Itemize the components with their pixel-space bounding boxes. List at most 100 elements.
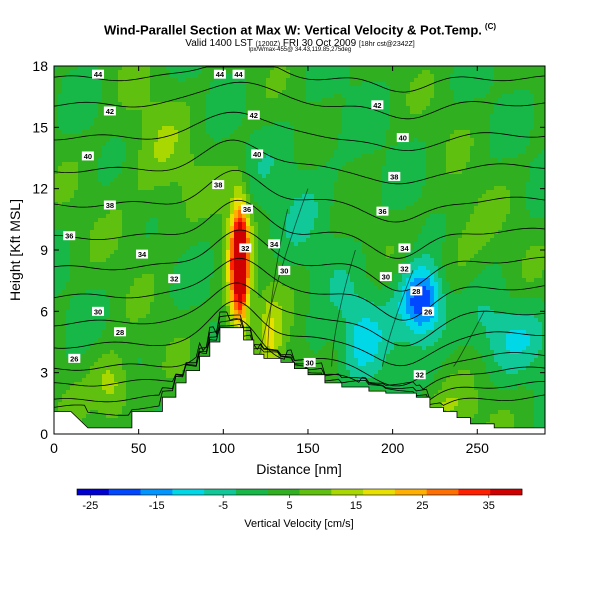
- w-cell: [54, 74, 59, 79]
- w-cell: [122, 202, 127, 207]
- w-cell: [58, 190, 63, 195]
- w-cell: [262, 202, 267, 207]
- w-cell: [142, 274, 147, 279]
- w-cell: [74, 326, 79, 331]
- w-cell: [58, 402, 63, 407]
- w-cell: [74, 122, 79, 127]
- w-cell: [174, 326, 179, 331]
- w-cell: [214, 302, 219, 307]
- w-cell: [158, 118, 163, 123]
- w-cell: [230, 134, 235, 139]
- w-cell: [102, 330, 107, 335]
- w-cell: [150, 142, 155, 147]
- w-cell: [258, 194, 263, 199]
- w-cell: [262, 130, 267, 135]
- w-cell: [138, 194, 143, 199]
- w-cell: [210, 158, 215, 163]
- w-cell: [146, 178, 151, 183]
- w-cell: [242, 146, 247, 151]
- w-cell: [190, 206, 195, 211]
- w-cell: [238, 102, 243, 107]
- w-cell: [110, 154, 115, 159]
- w-cell: [98, 198, 103, 203]
- w-cell: [74, 190, 79, 195]
- w-cell: [94, 302, 99, 307]
- w-cell: [154, 358, 159, 363]
- subtitle-valid: Valid 1400 LST: [185, 38, 253, 49]
- w-cell: [190, 362, 195, 367]
- w-cell: [134, 150, 139, 155]
- w-cell: [90, 394, 95, 399]
- w-cell: [166, 358, 171, 363]
- w-cell: [170, 190, 175, 195]
- w-cell: [122, 138, 127, 143]
- w-cell: [126, 406, 131, 411]
- w-cell: [154, 110, 159, 115]
- w-cell: [66, 366, 71, 371]
- w-cell: [138, 370, 143, 375]
- w-cell: [110, 118, 115, 123]
- w-cell: [54, 354, 59, 359]
- w-cell: [138, 122, 143, 127]
- w-cell: [162, 230, 167, 235]
- w-cell: [202, 338, 207, 343]
- w-cell: [150, 106, 155, 111]
- w-cell: [158, 394, 163, 399]
- w-cell: [250, 262, 255, 267]
- w-cell: [210, 258, 215, 263]
- w-cell: [134, 178, 139, 183]
- w-cell: [98, 166, 103, 171]
- w-cell: [258, 206, 263, 211]
- w-cell: [210, 106, 215, 111]
- w-cell: [126, 86, 131, 91]
- w-cell: [74, 206, 79, 211]
- w-cell: [110, 102, 115, 107]
- w-cell: [270, 90, 275, 95]
- w-cell: [102, 366, 107, 371]
- w-cell: [226, 310, 231, 315]
- w-cell: [102, 338, 107, 343]
- w-cell: [82, 110, 87, 115]
- w-cell: [254, 274, 259, 279]
- w-cell: [142, 142, 147, 147]
- w-cell: [202, 178, 207, 183]
- w-cell: [162, 322, 167, 327]
- w-cell: [254, 182, 259, 187]
- w-cell: [106, 226, 111, 231]
- w-cell: [178, 338, 183, 343]
- w-cell: [202, 154, 207, 159]
- w-cell: [82, 182, 87, 187]
- w-cell: [206, 178, 211, 183]
- w-cell: [150, 378, 155, 383]
- w-cell: [158, 246, 163, 251]
- w-cell: [66, 170, 71, 175]
- w-cell: [238, 278, 243, 283]
- w-cell: [194, 178, 199, 183]
- w-cell: [74, 238, 79, 243]
- w-cell: [130, 302, 135, 307]
- w-cell: [126, 146, 131, 151]
- w-cell: [58, 110, 63, 115]
- w-cell: [138, 206, 143, 211]
- w-cell: [86, 98, 91, 103]
- w-cell: [218, 270, 223, 275]
- w-cell: [246, 202, 251, 207]
- w-cell: [66, 138, 71, 143]
- w-cell: [178, 302, 183, 307]
- w-cell: [106, 134, 111, 139]
- w-cell: [174, 350, 179, 355]
- w-cell: [178, 126, 183, 131]
- w-cell: [226, 134, 231, 139]
- w-cell: [54, 226, 59, 231]
- w-cell: [126, 90, 131, 95]
- w-cell: [230, 150, 235, 155]
- w-cell: [178, 362, 183, 367]
- w-cell: [154, 130, 159, 135]
- w-cell: [118, 122, 123, 127]
- w-cell: [138, 230, 143, 235]
- w-cell: [142, 166, 147, 171]
- w-cell: [74, 142, 79, 147]
- w-cell: [170, 310, 175, 315]
- w-cell: [270, 70, 275, 75]
- w-cell: [178, 238, 183, 243]
